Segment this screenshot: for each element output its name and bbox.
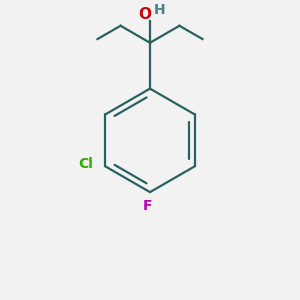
Text: H: H (154, 3, 165, 17)
Text: F: F (143, 199, 152, 213)
Text: O: O (138, 7, 151, 22)
Text: Cl: Cl (79, 157, 93, 171)
